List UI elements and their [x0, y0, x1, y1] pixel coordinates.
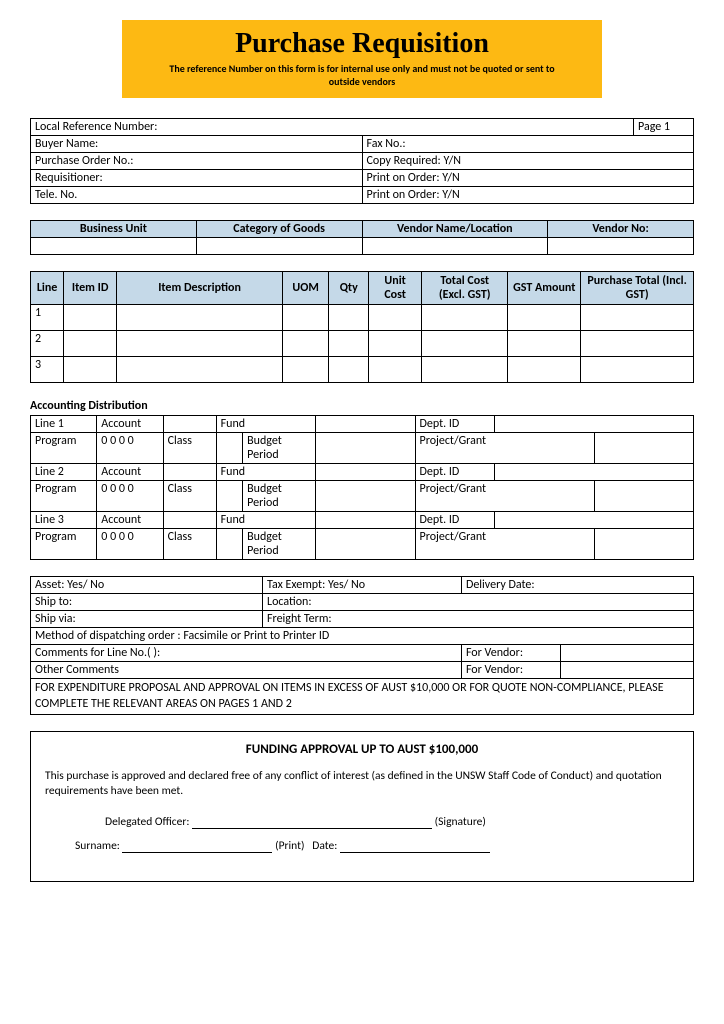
buyer-name-label: Buyer Name: [31, 136, 363, 153]
officer-line: Delegated Officer: (Signature) [45, 815, 679, 829]
location-label: Location: [263, 594, 694, 611]
freight-label: Freight Term: [263, 611, 694, 628]
delivery-label: Delivery Date: [461, 577, 693, 594]
gst-header: GST Amount [508, 272, 581, 305]
fund-label: Fund [216, 512, 315, 529]
account-label: Account [97, 512, 163, 529]
category-header: Category of Goods [196, 221, 362, 238]
surname-line: Surname: (Print) Date: [45, 839, 679, 853]
funding-text: This purchase is approved and declared f… [45, 769, 679, 799]
budget-label: Budget Period [243, 529, 316, 560]
vendor-name-header: Vendor Name/Location [362, 221, 548, 238]
header-banner: Purchase Requisition The reference Numbe… [122, 20, 602, 98]
class-label: Class [163, 433, 216, 464]
dispatch-label: Method of dispatching order : Facsimile … [31, 628, 694, 645]
project-label: Project/Grant [415, 481, 594, 512]
fund-label: Fund [216, 464, 315, 481]
purchasetotal-header: Purchase Total (Incl. GST) [581, 272, 694, 305]
funding-title: FUNDING APPROVAL UP TO AUST $100,000 [45, 742, 679, 757]
budget-label: Budget Period [243, 433, 316, 464]
line-items-table: Line Item ID Item Description UOM Qty Un… [30, 271, 694, 383]
tele-label: Tele. No. [31, 187, 363, 204]
other-comments-label: Other Comments [31, 662, 462, 679]
bu-header: Business Unit [31, 221, 197, 238]
copy-required-label: Copy Required: Y/N [362, 153, 694, 170]
local-ref-label: Local Reference Number: [31, 119, 634, 136]
budget-label: Budget Period [243, 481, 316, 512]
asset-label: Asset: Yes/ No [31, 577, 263, 594]
shipto-label: Ship to: [31, 594, 263, 611]
vendor1-label: For Vendor: [461, 645, 560, 662]
fund-label: Fund [216, 416, 315, 433]
desc-header: Item Description [117, 272, 283, 305]
form-subtitle: The reference Number on this form is for… [162, 62, 562, 88]
account-label: Account [97, 464, 163, 481]
shipvia-label: Ship via: [31, 611, 263, 628]
class-label: Class [163, 529, 216, 560]
dept-label: Dept. ID [415, 464, 495, 481]
requisitioner-label: Requisitioner: [31, 170, 363, 187]
po-number-label: Purchase Order No.: [31, 153, 363, 170]
zeros-label: 0 0 0 0 [97, 481, 163, 512]
line-header: Line [31, 272, 64, 305]
program-label: Program [31, 481, 97, 512]
line-num: 3 [31, 357, 64, 383]
class-label: Class [163, 481, 216, 512]
accounting-title: Accounting Distribution [30, 399, 694, 413]
notice-text: FOR EXPENDITURE PROPOSAL AND APPROVAL ON… [31, 679, 694, 715]
dept-label: Dept. ID [415, 416, 495, 433]
print-order-label: Print on Order: Y/N [362, 170, 694, 187]
itemid-header: Item ID [64, 272, 117, 305]
vendor2-label: For Vendor: [461, 662, 560, 679]
line-num: 1 [31, 305, 64, 331]
program-label: Program [31, 433, 97, 464]
shipping-table: Asset: Yes/ No Tax Exempt: Yes/ No Deliv… [30, 576, 694, 715]
tax-label: Tax Exempt: Yes/ No [263, 577, 462, 594]
line1-label: Line 1 [31, 416, 97, 433]
fax-label: Fax No.: [362, 136, 694, 153]
form-title: Purchase Requisition [162, 28, 562, 60]
header-info-table: Local Reference Number: Page 1 Buyer Nam… [30, 118, 694, 204]
uom-header: UOM [282, 272, 328, 305]
project-label: Project/Grant [415, 433, 594, 464]
print-order2-label: Print on Order: Y/N [362, 187, 694, 204]
comments-line-label: Comments for Line No.( ): [31, 645, 462, 662]
line2-label: Line 2 [31, 464, 97, 481]
vendor-no-header: Vendor No: [548, 221, 694, 238]
line3-label: Line 3 [31, 512, 97, 529]
business-unit-table: Business Unit Category of Goods Vendor N… [30, 220, 694, 255]
line-num: 2 [31, 331, 64, 357]
unitcost-header: Unit Cost [369, 272, 422, 305]
zeros-label: 0 0 0 0 [97, 433, 163, 464]
program-label: Program [31, 529, 97, 560]
accounting-table: Line 1 Account Fund Dept. ID Program 0 0… [30, 415, 694, 560]
dept-label: Dept. ID [415, 512, 495, 529]
funding-box: FUNDING APPROVAL UP TO AUST $100,000 Thi… [30, 731, 694, 882]
qty-header: Qty [329, 272, 369, 305]
totalcost-header: Total Cost (Excl. GST) [422, 272, 508, 305]
account-label: Account [97, 416, 163, 433]
page-number: Page 1 [634, 119, 694, 136]
zeros-label: 0 0 0 0 [97, 529, 163, 560]
project-label: Project/Grant [415, 529, 594, 560]
